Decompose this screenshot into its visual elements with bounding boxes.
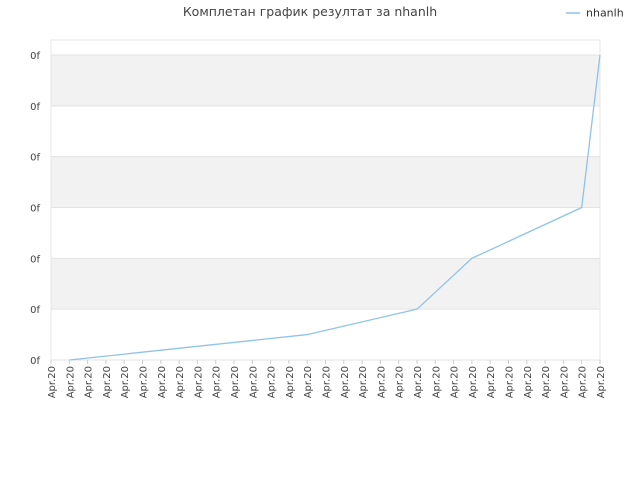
x-axis-ticks: Apr.20 Apr.20 Apr.20 Apr.20 Apr.20 Apr.20 Apr.…: [47, 360, 607, 398]
legend: nhanlh: [566, 7, 624, 20]
x-tick-label: Apr.20: [65, 366, 76, 398]
x-tick-label: Apr.20: [395, 366, 406, 398]
y-axis-ticks: 0f 0f 0f 0f 0f 0f 0f: [30, 51, 40, 367]
plot-band: [51, 156, 600, 208]
x-tick-label: Apr.20: [505, 366, 516, 398]
x-tick-label: Apr.20: [157, 366, 168, 398]
x-tick-label: Apr.20: [267, 366, 278, 398]
x-tick-label: Apr.20: [322, 366, 333, 398]
plot-band: [51, 309, 600, 360]
y-tick-label: 0f: [30, 305, 40, 316]
x-tick-label: Apr.20: [212, 366, 223, 398]
x-tick-label: Apr.20: [139, 366, 150, 398]
x-tick-label: Apr.20: [230, 366, 241, 398]
x-tick-label: Apr.20: [468, 366, 479, 398]
x-tick-label: Apr.20: [285, 366, 296, 398]
plot-band: [51, 207, 600, 259]
plot-band: [51, 40, 600, 55]
x-tick-label: Apr.20: [578, 366, 589, 398]
x-tick-label: Apr.20: [303, 366, 314, 398]
x-tick-label: Apr.20: [376, 366, 387, 398]
x-tick-label: Apr.20: [413, 366, 424, 398]
plot-band: [51, 105, 600, 157]
x-tick-label: Apr.20: [120, 366, 131, 398]
chart-title: Комплетан график резултат за nhanlh: [183, 4, 437, 19]
x-tick-label: Apr.20: [175, 366, 186, 398]
x-tick-label: Apr.20: [486, 366, 497, 398]
plot-band: [51, 55, 600, 106]
x-tick-label: Apr.20: [523, 366, 534, 398]
legend-label-nhanlh: nhanlh: [586, 7, 624, 20]
x-tick-label: Apr.20: [431, 366, 442, 398]
x-tick-label: Apr.20: [358, 366, 369, 398]
series-layer: [69, 54, 601, 361]
y-tick-label: 0f: [30, 102, 40, 113]
x-tick-label: Apr.20: [596, 366, 607, 398]
x-tick-label: Apr.20: [559, 366, 570, 398]
x-tick-label: Apr.20: [102, 366, 113, 398]
y-tick-label: 0f: [30, 153, 40, 164]
y-tick-label: 0f: [30, 51, 40, 62]
y-tick-label: 0f: [30, 356, 40, 367]
x-tick-label: Apr.20: [248, 366, 259, 398]
y-tick-label: 0f: [30, 204, 40, 215]
x-tick-label: Apr.20: [450, 366, 461, 398]
x-tick-label: Apr.20: [84, 366, 95, 398]
y-tick-label: 0f: [30, 254, 40, 265]
plot-background: [50, 39, 601, 361]
plot-band: [51, 258, 600, 310]
x-tick-label: Apr.20: [193, 366, 204, 398]
series-line-nhanlh: [69, 54, 601, 361]
x-tick-label: Apr.20: [541, 366, 552, 398]
x-tick-label: Apr.20: [47, 366, 58, 398]
x-tick-label: Apr.20: [340, 366, 351, 398]
